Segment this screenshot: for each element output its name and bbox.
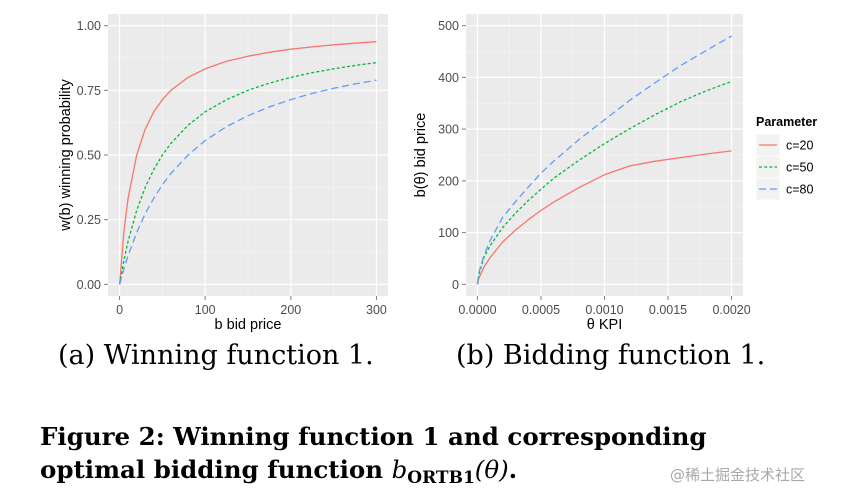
legend-key-box: [755, 177, 781, 201]
figure-caption: Figure 2: Winning function 1 and corresp…: [40, 420, 840, 495]
panel-b-tick-label-y: 200: [438, 174, 459, 188]
panel-a-x-axis-label: b bid price: [215, 317, 282, 333]
panel-b-tick-label-x: 0.0000: [458, 303, 496, 317]
legend-label-c-80: c=80: [786, 183, 814, 197]
figure-caption-suffix: .: [508, 455, 518, 484]
panel-a-series-line-c-20: [118, 41, 377, 285]
panel-a-tick-label-y: 0.50: [77, 149, 101, 163]
panel-a-tick-label-x: 100: [195, 303, 216, 317]
panel-b-tick-label-x: 0.0020: [712, 303, 750, 317]
panel-b-series-line-c-50: [476, 80, 732, 285]
watermark: @稀土掘金技术社区: [670, 466, 806, 484]
panel-b-tick-label-x: 0.0010: [585, 303, 623, 317]
panel-b-tick-label-y: 500: [438, 19, 459, 33]
panel-b-tick-label-x: 0.0015: [649, 303, 687, 317]
figure-caption-math-arg: (θ): [474, 455, 509, 484]
legend-label-c-50: c=50: [786, 161, 814, 175]
figure-caption-prefix: optimal bidding function: [40, 455, 392, 484]
subcaption-a: (a) Winning function 1.: [58, 340, 374, 371]
panel-b-x-axis-label: θ KPI: [587, 317, 622, 333]
figure-caption-line2: optimal bidding function bORTB1(θ).: [40, 453, 840, 495]
panel-b-series-line-c-20: [476, 150, 732, 285]
panel-a-series-line-c-80: [118, 79, 377, 285]
panel-b-series-line-c-80: [476, 35, 732, 285]
panel-a-tick-label-y: 0.75: [77, 84, 101, 98]
panel-b-tick-label-y: 0: [452, 278, 459, 292]
panel-a-series-line-c-50: [118, 61, 377, 285]
panel-b-y-axis-label: b(θ) bid price: [413, 113, 429, 198]
panel-b-tick-label-y: 100: [438, 226, 459, 240]
panel-a-tick-label-y: 1.00: [77, 19, 101, 33]
figure-caption-line1: Figure 2: Winning function 1 and corresp…: [40, 422, 707, 451]
panel-a-y-axis-label: w(b) winning probability: [58, 78, 74, 231]
panel-b-tick-label-x: 0.0005: [522, 303, 560, 317]
panel-b-tick-label-y: 300: [438, 123, 459, 137]
panel-a-tick-label-y: 0.25: [77, 213, 101, 227]
legend-label-c-20: c=20: [786, 139, 814, 153]
panel-b-tick-label-y: 400: [438, 71, 459, 85]
panel-a-tick-label-y: 0.00: [77, 278, 101, 292]
subcaption-b: (b) Bidding function 1.: [456, 340, 766, 371]
figure-caption-math-b: b: [391, 455, 408, 484]
figure-caption-math-sub: ORTB1: [407, 468, 475, 488]
panel-a-tick-label-x: 200: [280, 303, 301, 317]
panel-a-tick-label-x: 300: [366, 303, 387, 317]
panel-a-tick-label-x: 0: [116, 303, 123, 317]
legend-title: Parameter: [756, 115, 817, 129]
